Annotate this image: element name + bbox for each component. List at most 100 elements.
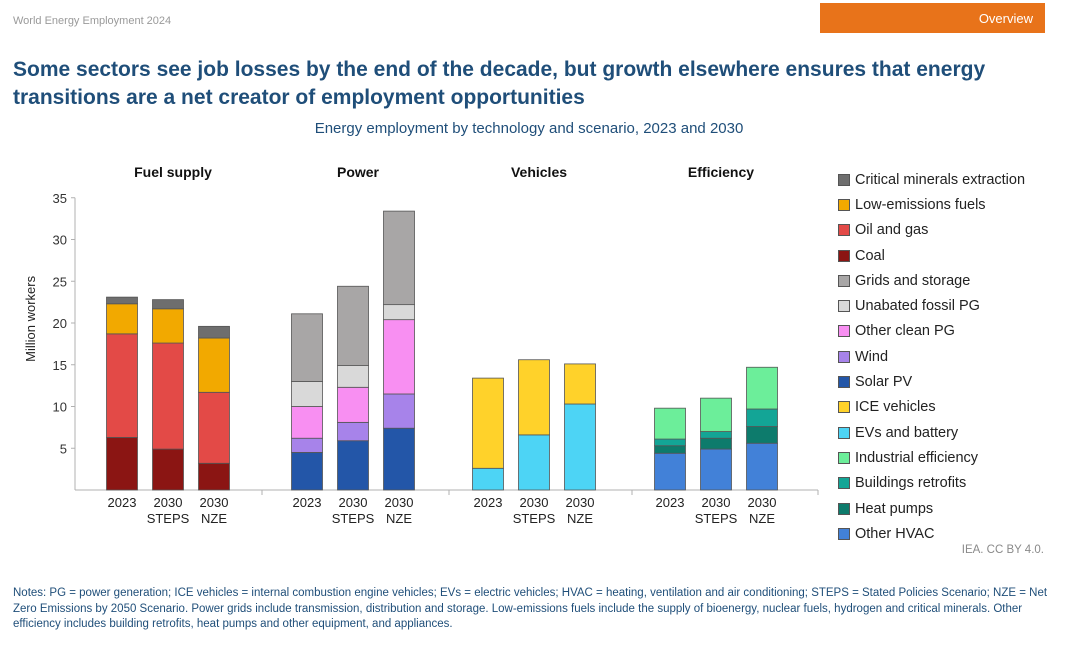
page-title: Some sectors see job losses by the end o… [13, 58, 986, 109]
report-label: World Energy Employment 2024 [13, 15, 172, 27]
bar-segment [106, 296, 138, 305]
legend-item: Solar PV [838, 369, 1025, 394]
legend-swatch [838, 173, 850, 186]
legend-label: Solar PV [855, 374, 913, 391]
legend-label: Grids and storage [855, 272, 971, 289]
bar-segment [106, 436, 138, 491]
bar-segment [383, 319, 415, 395]
legend-item: Industrial efficiency [838, 445, 1025, 470]
bar-segment [746, 426, 778, 444]
bar-segment [383, 393, 415, 429]
legend-swatch [838, 274, 850, 287]
legend-item: Oil and gas [838, 218, 1025, 243]
bar-segment [106, 333, 138, 438]
bar-segment [291, 406, 323, 439]
bar-segment [700, 397, 732, 432]
bar-segment [337, 421, 369, 442]
bar-segment [291, 313, 323, 382]
legend-item: Grids and storage [838, 268, 1025, 293]
bar-segment [152, 308, 184, 344]
bar-segment [198, 462, 230, 491]
bar-segment [700, 448, 732, 491]
legend-item: Heat pumps [838, 496, 1025, 521]
bar-segment [291, 437, 323, 453]
y-tick-label: 25 [53, 274, 67, 289]
legend-swatch [838, 477, 850, 490]
chart-notes: Notes: PG = power generation; ICE vehicl… [13, 587, 1048, 630]
bar-segment [654, 407, 686, 440]
legend-label: Low-emissions fuels [855, 196, 986, 213]
group-title: Power [337, 164, 380, 180]
group-title: Efficiency [688, 164, 754, 180]
chart-title: Energy employment by technology and scen… [314, 120, 744, 137]
legend-item: Buildings retrofits [838, 471, 1025, 496]
legend-item: Coal [838, 243, 1025, 268]
bar-segment [746, 366, 778, 410]
bar-segment [291, 381, 323, 407]
bar-segment [198, 337, 230, 393]
legend-swatch [838, 300, 850, 313]
bar-segment [654, 438, 686, 447]
x-tick-label: STEPS [332, 511, 375, 526]
legend-label: Industrial efficiency [855, 449, 979, 466]
x-tick-label: 2030 [385, 495, 414, 510]
bar-segment [564, 403, 596, 491]
x-tick-label: NZE [201, 511, 227, 526]
legend-label: Coal [855, 247, 885, 264]
legend-swatch [838, 198, 850, 211]
x-tick-label: 2023 [108, 495, 137, 510]
bar-segment [518, 359, 550, 436]
legend-item: EVs and battery [838, 420, 1025, 445]
legend-label: Oil and gas [855, 222, 929, 239]
x-tick-label: NZE [567, 511, 593, 526]
bar-segment [700, 437, 732, 450]
x-tick-label: 2030 [520, 495, 549, 510]
source-credit: IEA. CC BY 4.0. [961, 544, 1044, 556]
y-tick-label: 10 [53, 400, 67, 415]
legend-item: Other clean PG [838, 319, 1025, 344]
legend-label: Heat pumps [855, 500, 934, 517]
legend-item: Low-emissions fuels [838, 192, 1025, 217]
legend-item: Other HVAC [838, 521, 1025, 546]
y-tick-label: 20 [53, 316, 67, 331]
legend-swatch [838, 502, 850, 515]
bar-segment [152, 342, 184, 450]
bar-segment [383, 210, 415, 306]
bar-segment [152, 448, 184, 491]
x-tick-label: 2030 [702, 495, 731, 510]
x-tick-label: 2023 [656, 495, 685, 510]
x-tick-label: STEPS [513, 511, 556, 526]
legend-item: Critical minerals extraction [838, 167, 1025, 192]
x-tick-label: 2030 [748, 495, 777, 510]
bar-segment [472, 377, 504, 469]
legend-item: ICE vehicles [838, 395, 1025, 420]
x-tick-label: 2030 [566, 495, 595, 510]
overview-button[interactable]: Overview [820, 3, 1045, 33]
legend-swatch [838, 224, 850, 237]
legend-label: EVs and battery [855, 424, 959, 441]
bar-segment [383, 427, 415, 491]
bar-segment [472, 467, 504, 491]
group-title: Vehicles [511, 164, 567, 180]
legend-label: Buildings retrofits [855, 475, 967, 492]
bar-segment [518, 434, 550, 491]
bar-segment [383, 304, 415, 321]
bar-segment [337, 440, 369, 491]
y-tick-label: 30 [53, 233, 67, 248]
x-tick-label: 2030 [200, 495, 229, 510]
legend-label: Unabated fossil PG [855, 298, 980, 315]
legend-swatch [838, 401, 850, 414]
bar-segment [654, 452, 686, 491]
x-tick-label: 2030 [339, 495, 368, 510]
group-title: Fuel supply [134, 164, 212, 180]
bar-segment [106, 303, 138, 335]
x-tick-label: 2030 [154, 495, 183, 510]
y-tick-label: 35 [53, 191, 67, 206]
bar-segment [746, 442, 778, 491]
y-tick-label: 15 [53, 358, 67, 373]
legend-label: Critical minerals extraction [855, 171, 1026, 188]
chart-legend: Critical minerals extraction Low-emission… [838, 167, 1025, 546]
stacked-bar-chart: 5 10 15 20 25 30 35 Million workers Fuel supply 2… [23, 164, 819, 526]
bar-segment [152, 299, 184, 310]
legend-swatch [838, 325, 850, 338]
